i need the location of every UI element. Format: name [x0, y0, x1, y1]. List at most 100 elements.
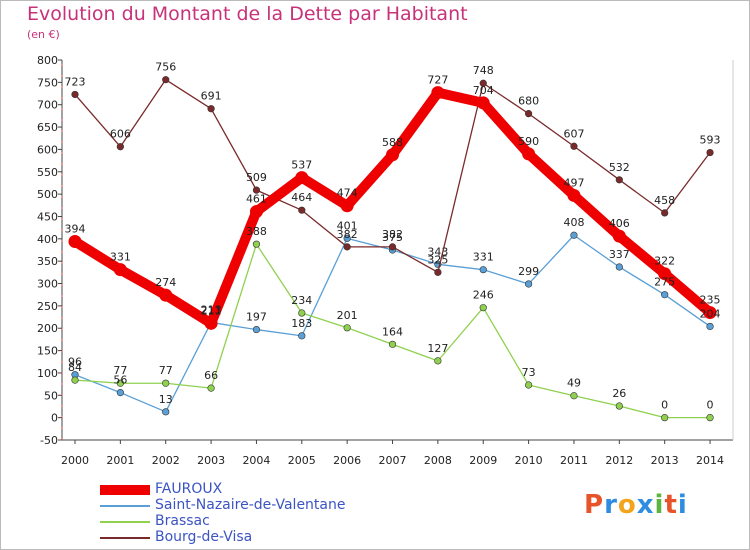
y-tick-label: 0 — [51, 412, 58, 425]
data-label-0: 727 — [427, 74, 448, 87]
data-label-0: 235 — [700, 294, 721, 307]
legend-item-0: FAUROUX — [100, 481, 420, 498]
x-tick-label: 2011 — [560, 454, 588, 467]
data-point-2 — [388, 340, 397, 348]
data-point-2 — [479, 304, 487, 312]
legend-label: Bourg-de-Visa — [155, 529, 253, 545]
data-point-3 — [388, 243, 397, 251]
data-label-2: 201 — [337, 309, 358, 322]
data-label-0: 461 — [246, 193, 267, 206]
data-point-3 — [116, 143, 124, 151]
data-point-1 — [706, 322, 714, 331]
chart-title: Evolution du Montant de la Dette par Hab… — [27, 3, 468, 25]
y-tick-label: 500 — [37, 188, 58, 201]
data-label-1: 56 — [113, 374, 127, 387]
x-tick-label: 2000 — [61, 454, 89, 467]
data-label-2: 77 — [159, 364, 173, 377]
data-point-2 — [343, 324, 351, 332]
y-tick-label: 150 — [37, 345, 58, 358]
data-label-1: 213 — [201, 303, 222, 316]
data-point-2 — [116, 379, 124, 387]
data-point-3 — [252, 186, 261, 194]
data-point-0 — [340, 199, 354, 213]
x-tick-label: 2002 — [152, 454, 180, 467]
legend-swatch — [100, 521, 150, 523]
data-label-3: 606 — [110, 128, 131, 141]
data-label-0: 590 — [518, 135, 539, 148]
data-labels: 96 56 13 213 197 183 401 375 343 331 299 408 337 275 2… — [65, 61, 721, 412]
x-tick-labels: 2000 2001 2002 2003 2004 2005 2006 2007 2008 2009… — [61, 454, 724, 467]
data-label-2: 49 — [567, 377, 581, 390]
x-tick-label: 2012 — [605, 454, 633, 467]
data-point-3 — [570, 142, 578, 150]
data-label-0: 537 — [291, 159, 312, 172]
data-point-0 — [567, 188, 581, 202]
data-point-1 — [570, 231, 578, 239]
data-label-0: 704 — [473, 84, 494, 97]
data-point-1 — [661, 291, 669, 299]
data-label-3: 748 — [473, 64, 494, 77]
data-point-0 — [249, 205, 263, 219]
chart-unit: (en €) — [27, 28, 60, 41]
series-line-1 — [74, 234, 711, 413]
data-label-1: 401 — [337, 219, 358, 232]
data-label-1: 96 — [68, 356, 82, 369]
data-point-0 — [476, 96, 490, 110]
data-point-3 — [661, 209, 669, 217]
data-point-2 — [570, 392, 578, 400]
y-tick-label: 800 — [37, 54, 58, 67]
data-label-2: 66 — [204, 369, 218, 382]
data-point-0 — [703, 306, 717, 320]
data-label-1: 275 — [654, 276, 675, 289]
x-tick-label: 2014 — [696, 454, 724, 467]
data-label-3: 593 — [700, 134, 721, 147]
data-label-3: 607 — [563, 127, 584, 140]
x-tick-label: 2005 — [288, 454, 316, 467]
data-label-2: 84 — [68, 361, 82, 374]
y-tick-label: 650 — [37, 121, 58, 134]
data-point-3 — [71, 90, 79, 99]
data-label-0: 394 — [65, 223, 86, 236]
x-tick-label: 2010 — [515, 454, 543, 467]
data-label-1: 408 — [563, 216, 584, 229]
y-tick-label: 700 — [37, 99, 58, 112]
axes — [58, 59, 734, 444]
data-label-3: 458 — [654, 194, 675, 207]
data-point-3 — [524, 110, 533, 118]
legend: FAUROUX Saint-Nazaire-de-Valentane Brassac… — [100, 481, 420, 546]
data-label-3: 382 — [337, 228, 358, 241]
series-lines — [68, 76, 717, 422]
legend-swatch — [100, 485, 150, 495]
legend-swatch — [100, 537, 150, 539]
data-point-0 — [431, 86, 445, 100]
data-label-2: 127 — [427, 342, 448, 355]
y-tick-label: 300 — [37, 278, 58, 291]
legend-item-3: Bourg-de-Visa — [100, 529, 420, 546]
data-point-0 — [522, 147, 536, 161]
data-point-0 — [386, 148, 400, 162]
data-point-2 — [524, 381, 533, 389]
x-tick-label: 2003 — [197, 454, 225, 467]
data-label-0: 497 — [563, 176, 584, 189]
data-label-0: 588 — [382, 136, 403, 149]
data-label-1: 375 — [382, 231, 403, 244]
data-label-3: 325 — [427, 253, 448, 266]
data-point-3 — [298, 206, 306, 214]
data-point-0 — [612, 229, 626, 243]
data-label-1: 337 — [609, 248, 630, 261]
y-tick-label: 100 — [37, 367, 58, 380]
y-tick-label: 750 — [37, 76, 58, 89]
x-tick-label: 2008 — [424, 454, 452, 467]
data-label-2: 26 — [612, 387, 626, 400]
legend-label: Saint-Nazaire-de-Valentane — [155, 497, 346, 513]
legend-item-2: Brassac — [100, 513, 420, 530]
data-label-0: 322 — [654, 255, 675, 268]
x-tick-label: 2013 — [651, 454, 679, 467]
data-point-0 — [204, 316, 218, 330]
y-tick-label: 600 — [37, 143, 58, 156]
y-tick-label: 250 — [37, 300, 58, 313]
data-label-0: 274 — [155, 276, 176, 289]
x-tick-label: 2001 — [106, 454, 134, 467]
data-label-0: 474 — [337, 187, 358, 200]
proxiti-logo: Proxiti — [584, 490, 688, 520]
